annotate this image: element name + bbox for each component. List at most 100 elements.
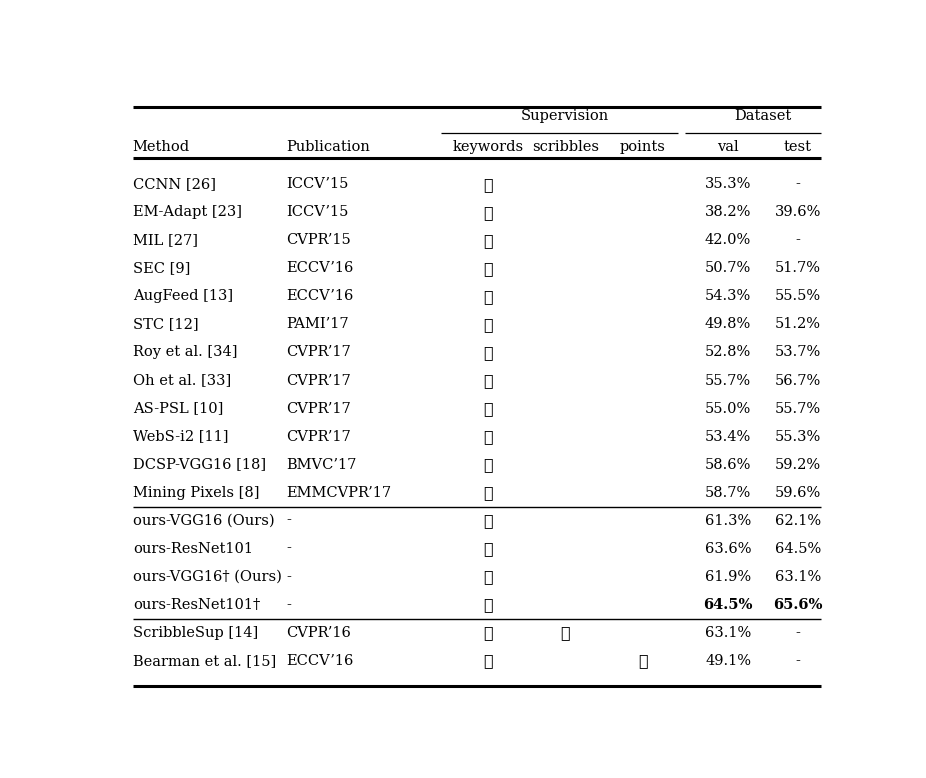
Text: 63.1%: 63.1%: [775, 569, 820, 584]
Text: 49.1%: 49.1%: [705, 654, 751, 668]
Text: 63.1%: 63.1%: [705, 626, 751, 640]
Text: -: -: [795, 626, 800, 640]
Text: ✓: ✓: [483, 540, 493, 557]
Text: 61.9%: 61.9%: [705, 569, 751, 584]
Text: 55.7%: 55.7%: [705, 373, 751, 387]
Text: 62.1%: 62.1%: [775, 513, 820, 527]
Text: val: val: [718, 140, 739, 154]
Text: WebS-i2 [11]: WebS-i2 [11]: [132, 429, 229, 443]
Text: 54.3%: 54.3%: [705, 289, 751, 303]
Text: ✓: ✓: [560, 624, 570, 641]
Text: test: test: [783, 140, 812, 154]
Text: ours-ResNet101: ours-ResNet101: [132, 541, 253, 555]
Text: CVPR’16: CVPR’16: [286, 626, 351, 640]
Text: 63.6%: 63.6%: [705, 541, 751, 555]
Text: scribbles: scribbles: [532, 140, 599, 154]
Text: CVPR’17: CVPR’17: [286, 373, 351, 387]
Text: EM-Adapt [23]: EM-Adapt [23]: [132, 205, 242, 219]
Text: -: -: [795, 233, 800, 247]
Text: -: -: [286, 598, 291, 612]
Text: ours-ResNet101†: ours-ResNet101†: [132, 598, 260, 612]
Text: -: -: [795, 654, 800, 668]
Text: ECCV’16: ECCV’16: [286, 654, 354, 668]
Text: points: points: [619, 140, 666, 154]
Text: SEC [9]: SEC [9]: [132, 261, 190, 275]
Text: keywords: keywords: [452, 140, 523, 154]
Text: DCSP-VGG16 [18]: DCSP-VGG16 [18]: [132, 457, 266, 471]
Text: 65.6%: 65.6%: [773, 598, 822, 612]
Text: 64.5%: 64.5%: [703, 598, 753, 612]
Text: MIL [27]: MIL [27]: [132, 233, 198, 247]
Text: ✓: ✓: [483, 260, 493, 277]
Text: CVPR’17: CVPR’17: [286, 345, 351, 359]
Text: ScribbleSup [14]: ScribbleSup [14]: [132, 626, 258, 640]
Text: 64.5%: 64.5%: [775, 541, 820, 555]
Text: STC [12]: STC [12]: [132, 317, 198, 331]
Text: ✓: ✓: [483, 624, 493, 641]
Text: ✓: ✓: [483, 316, 493, 333]
Text: Roy et al. [34]: Roy et al. [34]: [132, 345, 237, 359]
Text: ✓: ✓: [483, 652, 493, 669]
Text: -: -: [795, 177, 800, 191]
Text: 51.2%: 51.2%: [775, 317, 820, 331]
Text: ECCV’16: ECCV’16: [286, 289, 354, 303]
Text: ✓: ✓: [483, 204, 493, 221]
Text: PAMI’17: PAMI’17: [286, 317, 349, 331]
Text: ICCV’15: ICCV’15: [286, 177, 348, 191]
Text: 59.6%: 59.6%: [775, 485, 820, 499]
Text: CCNN [26]: CCNN [26]: [132, 177, 216, 191]
Text: BMVC’17: BMVC’17: [286, 457, 357, 471]
Text: 58.6%: 58.6%: [705, 457, 751, 471]
Text: ICCV’15: ICCV’15: [286, 205, 348, 219]
Text: EMMCVPR’17: EMMCVPR’17: [286, 485, 392, 499]
Text: 38.2%: 38.2%: [705, 205, 751, 219]
Text: ✓: ✓: [483, 568, 493, 585]
Text: 49.8%: 49.8%: [705, 317, 751, 331]
Text: ✓: ✓: [483, 428, 493, 445]
Text: 51.7%: 51.7%: [775, 261, 820, 275]
Text: AS-PSL [10]: AS-PSL [10]: [132, 401, 223, 415]
Text: -: -: [286, 513, 291, 527]
Text: ours-VGG16† (Ours): ours-VGG16† (Ours): [132, 569, 282, 584]
Text: Method: Method: [132, 140, 190, 154]
Text: ✓: ✓: [483, 596, 493, 613]
Text: CVPR’15: CVPR’15: [286, 233, 351, 247]
Text: Oh et al. [33]: Oh et al. [33]: [132, 373, 232, 387]
Text: Mining Pixels [8]: Mining Pixels [8]: [132, 485, 259, 499]
Text: 53.7%: 53.7%: [775, 345, 820, 359]
Text: ✓: ✓: [483, 484, 493, 501]
Text: ✓: ✓: [483, 288, 493, 305]
Text: ours-VGG16 (Ours): ours-VGG16 (Ours): [132, 513, 274, 527]
Text: Publication: Publication: [286, 140, 370, 154]
Text: -: -: [286, 541, 291, 555]
Text: 55.0%: 55.0%: [705, 401, 751, 415]
Text: ✓: ✓: [483, 456, 493, 473]
Text: 55.5%: 55.5%: [775, 289, 820, 303]
Text: ✓: ✓: [483, 344, 493, 361]
Text: ✓: ✓: [483, 400, 493, 417]
Text: 58.7%: 58.7%: [705, 485, 751, 499]
Text: 55.3%: 55.3%: [775, 429, 820, 443]
Text: CVPR’17: CVPR’17: [286, 401, 351, 415]
Text: ✓: ✓: [483, 372, 493, 389]
Text: ✓: ✓: [483, 512, 493, 529]
Text: 56.7%: 56.7%: [775, 373, 820, 387]
Text: Supervision: Supervision: [521, 110, 609, 124]
Text: 50.7%: 50.7%: [705, 261, 751, 275]
Text: 61.3%: 61.3%: [705, 513, 751, 527]
Text: Bearman et al. [15]: Bearman et al. [15]: [132, 654, 276, 668]
Text: ✓: ✓: [638, 652, 647, 669]
Text: ✓: ✓: [483, 232, 493, 249]
Text: 59.2%: 59.2%: [775, 457, 820, 471]
Text: 42.0%: 42.0%: [705, 233, 751, 247]
Text: ECCV’16: ECCV’16: [286, 261, 354, 275]
Text: 53.4%: 53.4%: [705, 429, 751, 443]
Text: 35.3%: 35.3%: [705, 177, 751, 191]
Text: CVPR’17: CVPR’17: [286, 429, 351, 443]
Text: 55.7%: 55.7%: [775, 401, 820, 415]
Text: -: -: [286, 569, 291, 584]
Text: 52.8%: 52.8%: [705, 345, 751, 359]
Text: Dataset: Dataset: [734, 110, 792, 124]
Text: AugFeed [13]: AugFeed [13]: [132, 289, 233, 303]
Text: ✓: ✓: [483, 176, 493, 193]
